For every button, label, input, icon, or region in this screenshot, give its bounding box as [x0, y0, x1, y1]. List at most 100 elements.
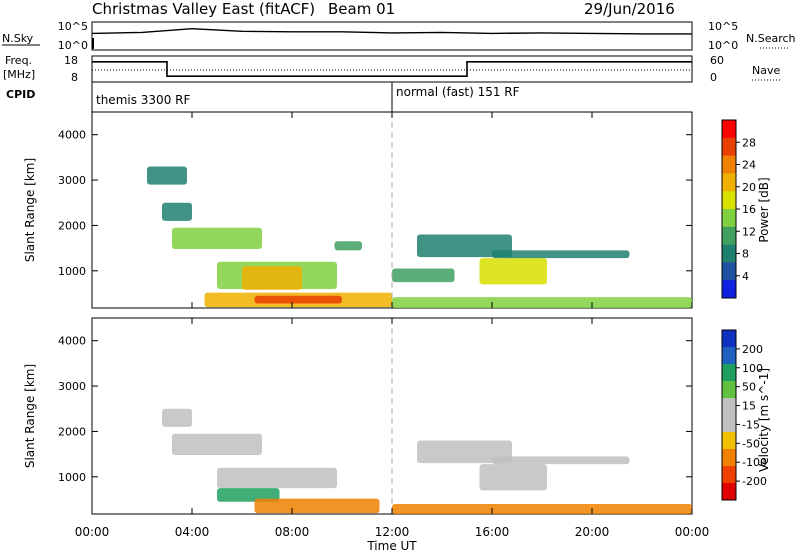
x-tick-label: 00:00	[75, 525, 110, 539]
nsearch-tick-bottom: 10^0	[708, 39, 738, 52]
power-colorbar-swatch	[722, 226, 736, 246]
power-colorbar-swatch	[722, 120, 736, 139]
velocity-colorbar-swatch	[722, 415, 736, 433]
date-label: 29/Jun/2016	[584, 0, 675, 18]
data-region	[162, 408, 192, 427]
y-tick-label: 1000	[58, 265, 86, 278]
velocity-colorbar-swatch	[722, 483, 736, 501]
velocity-ylabel: Slant Range [km]	[23, 364, 37, 468]
y-tick-label: 3000	[58, 174, 86, 187]
y-tick-label: 2000	[58, 219, 86, 232]
data-region	[392, 297, 692, 308]
power-colorbar-swatch	[722, 262, 736, 281]
nsky-tick-bottom: 10^0	[58, 39, 88, 52]
power-colorbar-swatch	[722, 137, 736, 157]
freq-line	[92, 61, 692, 77]
power-colorbar-swatch	[722, 155, 736, 174]
data-region	[492, 456, 630, 465]
freq-panel	[91, 55, 693, 83]
velocity-colorbar-tick-label: -100	[742, 456, 767, 469]
velocity-colorbar-swatch	[722, 466, 736, 484]
velocity-colorbar-swatch	[722, 381, 736, 399]
data-region	[392, 504, 692, 514]
x-tick-label: 20:00	[575, 525, 610, 539]
data-region	[254, 498, 380, 514]
y-tick-label: 2000	[58, 425, 86, 438]
data-region	[417, 234, 512, 258]
x-tick-label: 00:00	[675, 525, 710, 539]
data-region	[242, 266, 302, 290]
data-region	[172, 433, 262, 456]
data-region	[147, 166, 187, 185]
x-axis-ticks: 00:00 04:00 08:00 12:00 16:00 20:00 00:00	[75, 112, 710, 539]
x-tick-label: 04:00	[175, 525, 210, 539]
nave-tick-bottom: 0	[710, 71, 717, 84]
velocity-colorbar-frame	[721, 329, 737, 501]
power-colorbar-tick-label: 8	[742, 248, 749, 261]
power-y-ticks: 1000 2000 3000 4000	[58, 129, 692, 278]
data-region	[417, 440, 512, 464]
velocity-colorbar-swatch	[722, 347, 736, 365]
nsky-tick-top: 10^5	[58, 20, 88, 33]
x-tick-label: 12:00	[375, 525, 410, 539]
velocity-colorbar-tick-label: -15	[742, 418, 760, 431]
power-colorbar-tick-label: 24	[742, 159, 756, 172]
freq-label: Freq.	[5, 54, 32, 67]
power-colorbar-swatch	[722, 280, 736, 299]
velocity-colorbar-swatch	[722, 330, 736, 348]
data-region	[162, 202, 192, 221]
freq-tick-bottom: 8	[71, 71, 78, 84]
power-colorbar-swatch	[722, 173, 736, 192]
y-tick-label: 4000	[58, 129, 86, 142]
power-colorbar-swatch	[722, 191, 736, 210]
freq-trace	[92, 61, 692, 77]
data-region	[254, 295, 342, 304]
power-colorbar-swatch	[722, 209, 736, 228]
x-tick-label: 08:00	[275, 525, 310, 539]
data-region	[479, 464, 547, 491]
nsearch-label: N.Search	[746, 32, 796, 45]
nsky-line	[91, 27, 692, 35]
nsky-panel	[91, 21, 693, 51]
data-region	[172, 227, 262, 250]
data-region	[334, 241, 362, 251]
nsky-trace	[91, 27, 692, 49]
velocity-colorbar-tick-label: 15	[742, 400, 756, 413]
y-tick-label: 4000	[58, 335, 86, 348]
nave-label: Nave	[752, 64, 780, 77]
power-colorbar-tick-label: 20	[742, 181, 756, 194]
x-axis-label: Time UT	[366, 539, 417, 553]
power-colorbar-tick-label: 4	[742, 270, 749, 283]
freq-unit: [MHz]	[3, 68, 35, 81]
velocity-colorbar-swatch	[722, 398, 736, 416]
velocity-colorbar-tick-label: 200	[742, 343, 763, 356]
velocity-colorbar-tick-label: -200	[742, 475, 767, 488]
power-ylabel: Slant Range [km]	[23, 158, 37, 262]
plot-title: Christmas Valley East (fitACF)	[92, 0, 315, 18]
power-colorbar-tick-label: 12	[742, 225, 756, 238]
velocity-colorbar-label: Velocity [m s^-1]	[757, 368, 771, 472]
data-region	[492, 250, 630, 259]
x-tick-label: 16:00	[475, 525, 510, 539]
power-colorbar-tick-label: 28	[742, 136, 756, 149]
beam-label: Beam 01	[328, 0, 395, 18]
nave-tick-top: 60	[710, 54, 724, 67]
velocity-colorbar-swatch	[722, 449, 736, 467]
velocity-regions	[162, 408, 692, 514]
power-regions	[147, 166, 692, 308]
y-tick-label: 3000	[58, 380, 86, 393]
power-colorbar-swatch	[722, 244, 736, 263]
data-region	[217, 488, 280, 502]
freq-tick-top: 18	[64, 54, 78, 67]
velocity-colorbar-swatch	[722, 364, 736, 382]
nsearch-tick-top: 10^5	[708, 20, 738, 33]
power-colorbar-label: Power [dB]	[757, 177, 771, 242]
cpid-segment-normal: normal (fast) 151 RF	[396, 85, 520, 99]
velocity-colorbar-tick-label: -50	[742, 437, 760, 450]
data-region	[479, 258, 547, 285]
data-region	[392, 268, 455, 283]
velocity-colorbar-swatch	[722, 432, 736, 450]
power-colorbar: 28 24 20 16 12 8 4	[721, 119, 756, 299]
cpid-segment-themis: themis 3300 RF	[96, 93, 190, 107]
